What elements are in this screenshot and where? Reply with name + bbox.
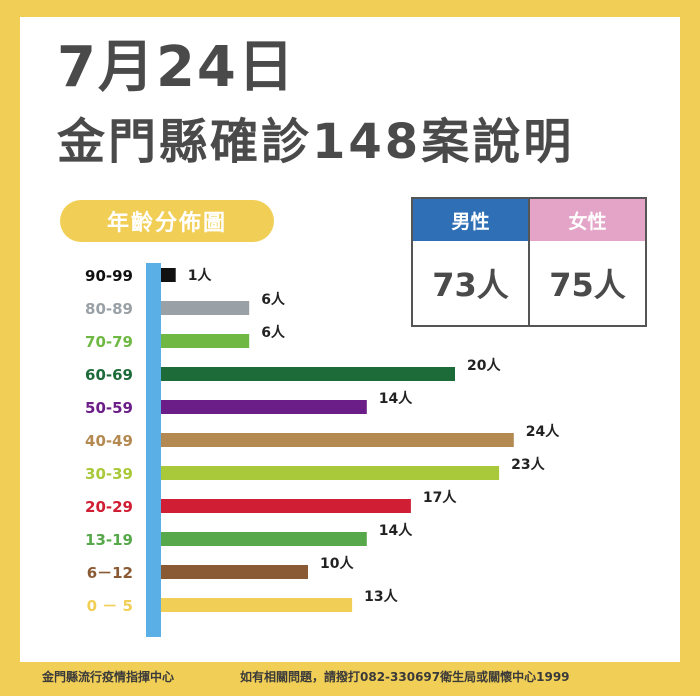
bar-3 [161, 367, 455, 381]
section-label-pill: 年齡分佈圖 [60, 200, 274, 242]
age-group-label: 60-69 [85, 366, 133, 384]
age-group-label: 13-19 [85, 531, 133, 549]
value-label: 14人 [379, 390, 413, 407]
female-column: 女性 75人 [528, 199, 645, 325]
age-group-label: 80-89 [85, 300, 133, 318]
value-label: 6人 [261, 324, 286, 341]
value-label: 17人 [423, 489, 457, 506]
value-label: 10人 [320, 555, 354, 572]
age-group-label: 90-99 [85, 267, 133, 285]
bar-4 [161, 400, 367, 414]
page-title: 金門縣確診148案說明 [57, 114, 575, 170]
age-group-label: 20-29 [85, 498, 133, 516]
male-count: 73人 [432, 266, 509, 304]
bar-10 [161, 598, 353, 612]
value-label: 23人 [511, 456, 545, 473]
value-label: 24人 [526, 423, 560, 440]
female-header: 女性 [530, 199, 645, 241]
age-group-label: 6－12 [87, 564, 133, 582]
bar-5 [161, 433, 514, 447]
bar-7 [161, 499, 411, 513]
content-panel [20, 17, 680, 662]
age-group-label: 40-49 [85, 432, 133, 450]
chart-axis [146, 263, 161, 637]
bar-8 [161, 532, 367, 546]
gender-table: 男性 73人 女性 75人 [411, 197, 647, 327]
male-column: 男性 73人 [413, 199, 528, 325]
bar-2 [161, 334, 250, 348]
age-distribution-chart: 90-99 1人 80-89 6人 70-79 6人 60-69 20人 50-59 14人 40-… [85, 263, 560, 637]
age-group-label: 70-79 [85, 333, 133, 351]
bar-9 [161, 565, 308, 579]
value-label: 14人 [379, 522, 413, 539]
date-title: 7月24日 [57, 35, 296, 100]
age-group-label: 50-59 [85, 399, 133, 417]
footer-contact: 如有相關問題，請撥打082-330697衛生局或關懷中心1999 [240, 670, 570, 684]
bar-0 [161, 268, 176, 282]
age-group-label: 30-39 [85, 465, 133, 483]
bar-1 [161, 301, 250, 315]
value-label: 13人 [364, 588, 398, 605]
bar-6 [161, 466, 500, 480]
value-label: 6人 [261, 291, 286, 308]
footer-org: 金門縣流行疫情指揮中心 [42, 670, 175, 684]
value-label: 20人 [467, 357, 501, 374]
value-label: 1人 [188, 267, 213, 284]
age-group-label: 0 － 5 [87, 597, 133, 615]
male-header: 男性 [413, 199, 528, 241]
female-count: 75人 [549, 266, 626, 304]
